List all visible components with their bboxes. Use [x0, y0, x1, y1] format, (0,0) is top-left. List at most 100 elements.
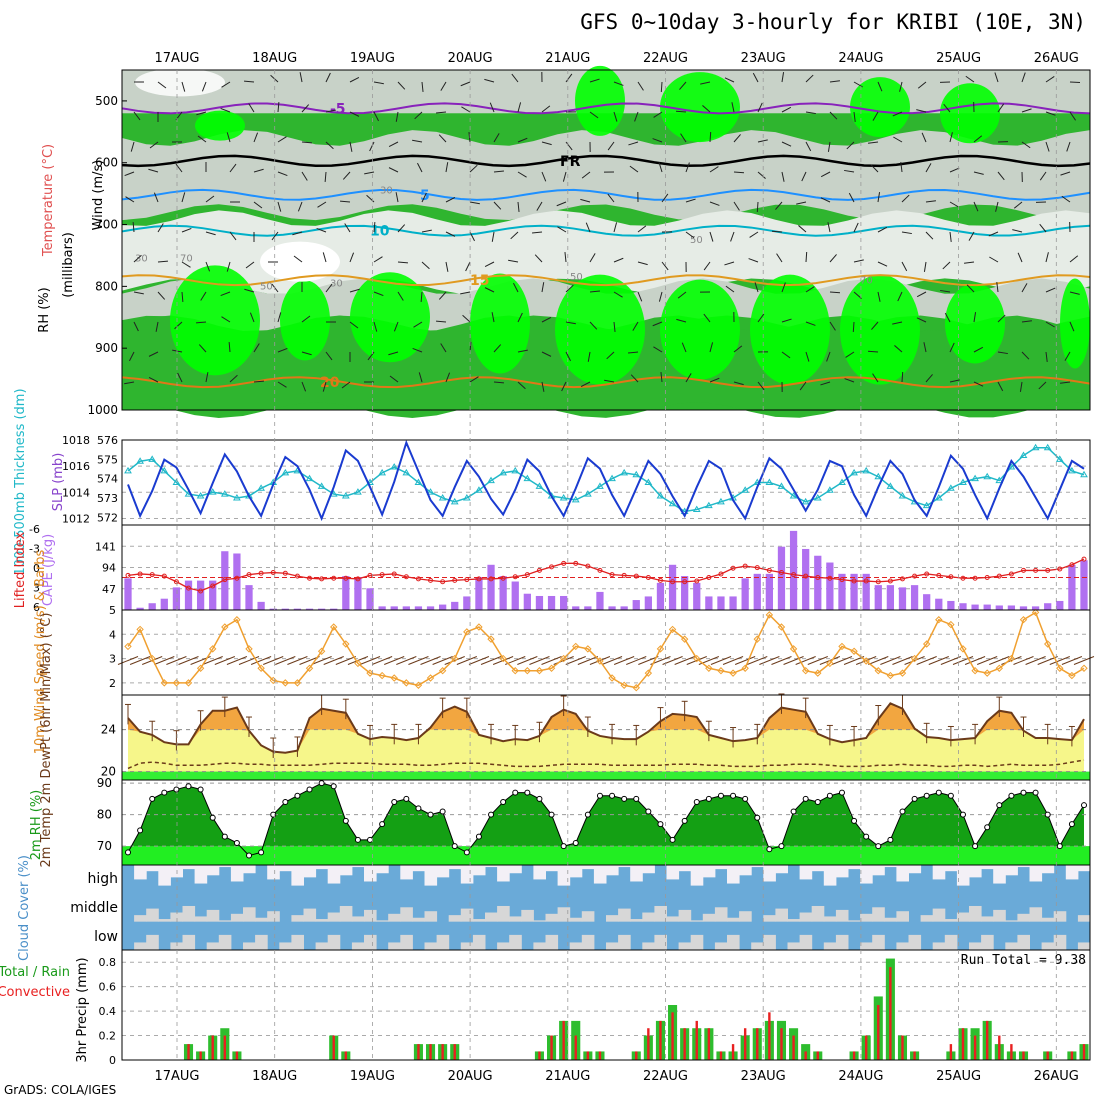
cloud-cell-middle	[521, 909, 534, 922]
wind-barb	[606, 351, 615, 360]
wind-barb	[277, 171, 288, 177]
cape-bar	[547, 595, 556, 610]
wind-barb	[709, 342, 714, 353]
wind-barb	[517, 349, 528, 353]
wind-barb	[661, 261, 669, 271]
li-point	[476, 576, 482, 582]
wind-barb	[634, 111, 639, 122]
wind10m-point	[596, 657, 604, 665]
wind10m-point	[184, 679, 193, 687]
cape-bar	[196, 580, 205, 610]
li-point	[125, 572, 131, 578]
cloud-cell-high	[134, 865, 147, 880]
wind-barb	[322, 381, 327, 392]
wind-barb	[1021, 320, 1032, 323]
wind10m-point	[644, 669, 653, 677]
wind-barb	[853, 111, 856, 122]
cloud-cell-middle	[485, 912, 498, 922]
cloud-cell-middle	[376, 920, 389, 922]
li-ytick: -3	[29, 543, 40, 556]
cloud-cell-high	[243, 865, 256, 874]
cape-bar	[644, 596, 652, 610]
wind-barb	[445, 162, 449, 173]
li-point	[573, 560, 579, 566]
wind10m-barb	[166, 656, 187, 665]
wind-barb	[133, 291, 144, 295]
li-point	[960, 575, 966, 581]
wind10m-point	[729, 669, 737, 677]
wind10m-barb	[263, 656, 284, 665]
wind-barb	[541, 282, 545, 293]
wind-barb	[367, 351, 375, 361]
cloud-cell-low	[509, 934, 522, 950]
wind-barb	[752, 72, 759, 83]
thickness-point	[874, 472, 883, 480]
wind10m-point	[293, 679, 302, 687]
li-point	[1081, 556, 1087, 562]
wind-barb	[925, 231, 934, 240]
date-label-top: 17AUG	[154, 51, 199, 66]
wind-barb	[395, 192, 399, 203]
precip-convective-bar	[768, 1012, 771, 1060]
rh-point	[851, 817, 858, 824]
wind10m-point	[620, 681, 628, 689]
cloud-cell-low	[896, 942, 909, 950]
wind-barb	[397, 81, 406, 90]
wind-barb	[581, 171, 591, 179]
wind-barb	[629, 165, 639, 173]
cloud-cell-middle	[460, 908, 474, 922]
wind-barb	[916, 291, 927, 298]
wind-barb	[1017, 252, 1023, 263]
wind-barbs	[124, 71, 1081, 393]
precip-convective-bar	[743, 1028, 747, 1060]
rh-humid-area	[195, 110, 245, 141]
cloud-cell-middle	[835, 909, 849, 922]
wind-barb	[460, 291, 471, 295]
precip-convective-bar	[961, 1028, 965, 1060]
cloud-cell-middle	[654, 905, 667, 922]
wind-barb	[413, 321, 423, 328]
wind-barb	[373, 221, 376, 233]
precip-convective-bar	[598, 1051, 602, 1060]
wind-barb	[901, 194, 910, 203]
thickness-point	[390, 463, 399, 470]
wind-barb	[703, 261, 711, 271]
li-point	[924, 571, 930, 577]
wind-barb	[491, 312, 495, 323]
wind10m-point	[741, 664, 749, 672]
wind-barb	[1039, 223, 1047, 233]
cloud-cell-middle	[182, 905, 196, 922]
wind-barb	[964, 261, 975, 264]
wind-barb	[421, 81, 424, 92]
cloud-cell-middle	[509, 916, 522, 922]
cloud-cell-middle	[1029, 907, 1043, 922]
li-point	[645, 575, 651, 580]
thickness-point	[704, 501, 713, 509]
rh-contour-label: 30	[330, 278, 343, 289]
cape-bar	[850, 573, 858, 610]
cape-bar	[923, 594, 931, 610]
li-point	[173, 579, 179, 585]
wind-barb	[564, 252, 567, 263]
wind10m-barb	[638, 656, 659, 665]
cloud-cell-high	[460, 865, 474, 884]
cloud-cell-middle	[170, 912, 183, 922]
cape-bar	[753, 573, 761, 610]
cape-bar	[693, 582, 701, 610]
wind-barb	[709, 201, 720, 206]
cloud-cell-middle	[775, 908, 788, 922]
cape-bar	[572, 606, 580, 610]
wind10m-point	[922, 640, 931, 648]
wind-barb	[965, 75, 975, 83]
wind-barb	[541, 105, 551, 113]
li-point	[863, 578, 869, 584]
date-label-top: 26AUG	[1034, 51, 1079, 66]
wind-barb	[652, 138, 663, 143]
wind10m-barb	[722, 656, 744, 665]
cape-bar	[560, 595, 568, 610]
wind-barb	[418, 372, 423, 383]
cloud-cell-middle	[388, 913, 401, 922]
cape-bar	[475, 576, 483, 610]
date-label-top: 24AUG	[838, 51, 883, 66]
li-point	[1008, 571, 1014, 577]
